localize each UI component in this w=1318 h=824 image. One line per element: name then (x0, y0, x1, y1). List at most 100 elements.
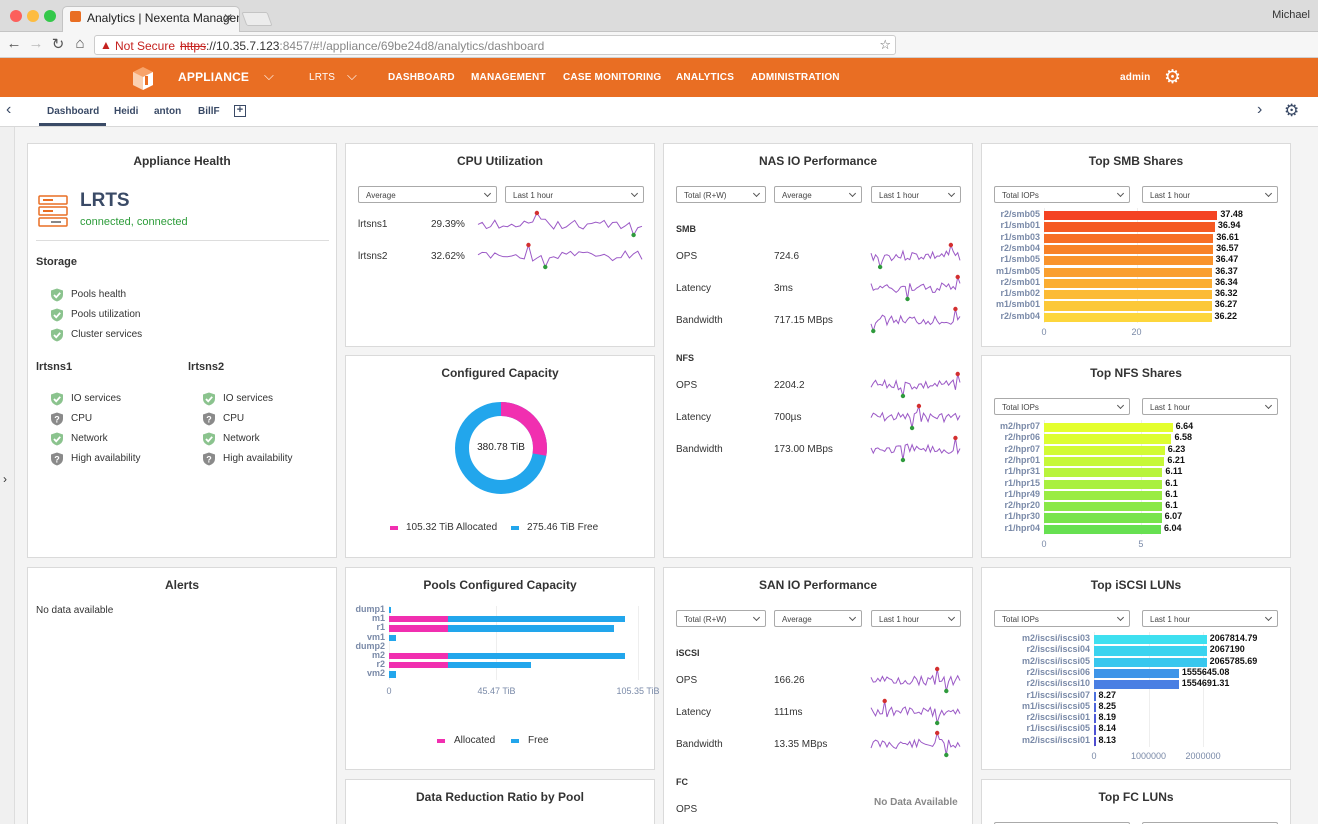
bar[interactable] (1044, 244, 1214, 255)
bar[interactable] (1094, 714, 1096, 724)
browser-tab-active[interactable]: Analytics | Nexenta Manageme ✕ (62, 6, 240, 32)
bar-free[interactable] (448, 625, 614, 632)
bar-free[interactable] (448, 662, 531, 669)
bar[interactable] (1094, 691, 1096, 701)
bar-allocated[interactable] (389, 662, 449, 669)
bar[interactable] (1044, 222, 1215, 232)
expand-sidebar-chevron-icon[interactable]: › (3, 472, 7, 486)
bar[interactable] (1044, 267, 1213, 277)
bar[interactable] (1094, 736, 1096, 746)
nas-metric-select[interactable]: Total (R+W) (676, 186, 766, 203)
bar-free[interactable] (389, 671, 397, 678)
smb-timerange-select[interactable]: Last 1 hour (1142, 186, 1278, 203)
back-icon[interactable]: ← (6, 35, 22, 52)
bar[interactable] (1044, 524, 1162, 534)
bar-free[interactable] (448, 616, 626, 623)
bar[interactable] (1044, 434, 1172, 444)
san-aggregate-select[interactable]: Average (774, 610, 862, 627)
tab-heidi[interactable]: Heidi (114, 106, 139, 117)
bar-free[interactable] (389, 634, 397, 641)
nfs-timerange-select[interactable]: Last 1 hour (1142, 398, 1278, 415)
nfs-metric-select[interactable]: Total IOPs (994, 398, 1130, 415)
bar[interactable] (1044, 278, 1213, 289)
bar[interactable] (1094, 725, 1096, 735)
bar-allocated[interactable] (389, 653, 449, 660)
iscsi-bandwidth-sparkline (870, 730, 961, 758)
bar[interactable] (1044, 301, 1212, 311)
fc-metric-select[interactable] (994, 822, 1130, 824)
nav-administration[interactable]: ADMINISTRATION (751, 72, 840, 83)
bar[interactable] (1094, 657, 1207, 667)
tab-dashboard[interactable]: Dashboard (47, 106, 100, 117)
bar[interactable] (1094, 680, 1179, 690)
warning-icon: ▲ (100, 38, 112, 52)
appliance-chevron-down-icon[interactable]: ⌵ (264, 68, 274, 83)
smb-metric-select[interactable]: Total IOPs (994, 186, 1130, 203)
appliance-selector[interactable]: LRTS (309, 72, 336, 83)
bar[interactable] (1044, 423, 1173, 433)
dashboard-settings-gear-icon[interactable]: ⚙ (1284, 101, 1300, 120)
bar[interactable] (1044, 479, 1163, 489)
bar[interactable] (1044, 513, 1162, 523)
add-tab-icon[interactable]: + (234, 105, 246, 117)
bar-value-label: 2067814.79 (1209, 633, 1258, 643)
bookmark-star-icon[interactable]: ☆ (879, 37, 891, 52)
reload-icon[interactable]: ↻ (51, 36, 65, 53)
bar[interactable] (1044, 256, 1213, 266)
user-menu[interactable]: admin (1120, 72, 1151, 83)
bar[interactable] (1044, 445, 1165, 455)
address-bar[interactable]: ▲ Not Secure https://10.35.7.123:8457/#!… (94, 35, 896, 55)
scroll-right-chevron-icon[interactable]: › (1257, 101, 1263, 118)
close-window-button[interactable] (10, 10, 22, 22)
nas-timerange-select[interactable]: Last 1 hour (871, 186, 961, 203)
tab-anton[interactable]: anton (154, 106, 182, 117)
scroll-left-chevron-icon[interactable]: ‹ (6, 101, 12, 118)
san-metric-select[interactable]: Total (R+W) (676, 610, 766, 627)
bar[interactable] (1044, 211, 1218, 221)
nav-management[interactable]: MANAGEMENT (471, 72, 546, 83)
maximize-window-button[interactable] (44, 10, 56, 22)
appliance-menu[interactable]: APPLIANCE (178, 70, 250, 84)
bar[interactable] (1044, 490, 1163, 501)
bar[interactable] (1044, 233, 1214, 243)
iscsi-timerange-select[interactable]: Last 1 hour (1142, 610, 1278, 627)
bar[interactable] (1044, 290, 1212, 300)
new-tab-button[interactable] (241, 12, 273, 26)
bar[interactable] (1044, 468, 1163, 478)
dashboard-tabs: ‹ Dashboard Heidi anton BillF + › ⚙ (0, 97, 1318, 127)
cpu-node-value: 29.39% (431, 219, 465, 230)
close-tab-icon[interactable]: ✕ (222, 11, 233, 25)
iscsi-metric-select[interactable]: Total IOPs (994, 610, 1130, 627)
bar[interactable] (1044, 456, 1165, 467)
bar[interactable] (1094, 702, 1096, 713)
collapsed-sidebar[interactable]: › (0, 127, 15, 824)
bar[interactable] (1094, 646, 1207, 656)
nav-dashboard[interactable]: DASHBOARD (388, 72, 455, 83)
settings-gear-icon[interactable]: ⚙ (1164, 67, 1182, 88)
nfs-bandwidth-sparkline (870, 435, 961, 463)
nas-aggregate-select[interactable]: Average (774, 186, 862, 203)
tab-billf[interactable]: BillF (198, 106, 220, 117)
browser-profile-name[interactable]: Michael (1272, 9, 1310, 21)
bar-free[interactable] (389, 607, 392, 614)
fc-timerange-select[interactable] (1142, 822, 1278, 824)
minimize-window-button[interactable] (27, 10, 39, 22)
bar[interactable] (1044, 312, 1212, 322)
san-timerange-select[interactable]: Last 1 hour (871, 610, 961, 627)
bar[interactable] (1094, 668, 1179, 679)
bar-value-label: 36.32 (1214, 288, 1238, 299)
bar-allocated[interactable] (389, 625, 449, 632)
bar-free[interactable] (448, 653, 626, 660)
lrts-chevron-down-icon[interactable]: ⌵ (347, 68, 357, 83)
nav-analytics[interactable]: ANALYTICS (676, 72, 735, 83)
bar-category-label: r1/smb02 (1000, 288, 1040, 299)
bar[interactable] (1044, 502, 1163, 512)
bar[interactable] (1094, 635, 1207, 645)
cpu-aggregate-select[interactable]: Average (358, 186, 497, 203)
cpu-timerange-select[interactable]: Last 1 hour (505, 186, 644, 203)
home-icon[interactable]: ⌂ (75, 35, 85, 52)
bar-value-label: 6.58 (1174, 432, 1193, 443)
bar-allocated[interactable] (389, 616, 449, 623)
forward-icon[interactable]: → (28, 35, 44, 52)
nav-case-monitoring[interactable]: CASE MONITORING (563, 72, 662, 83)
